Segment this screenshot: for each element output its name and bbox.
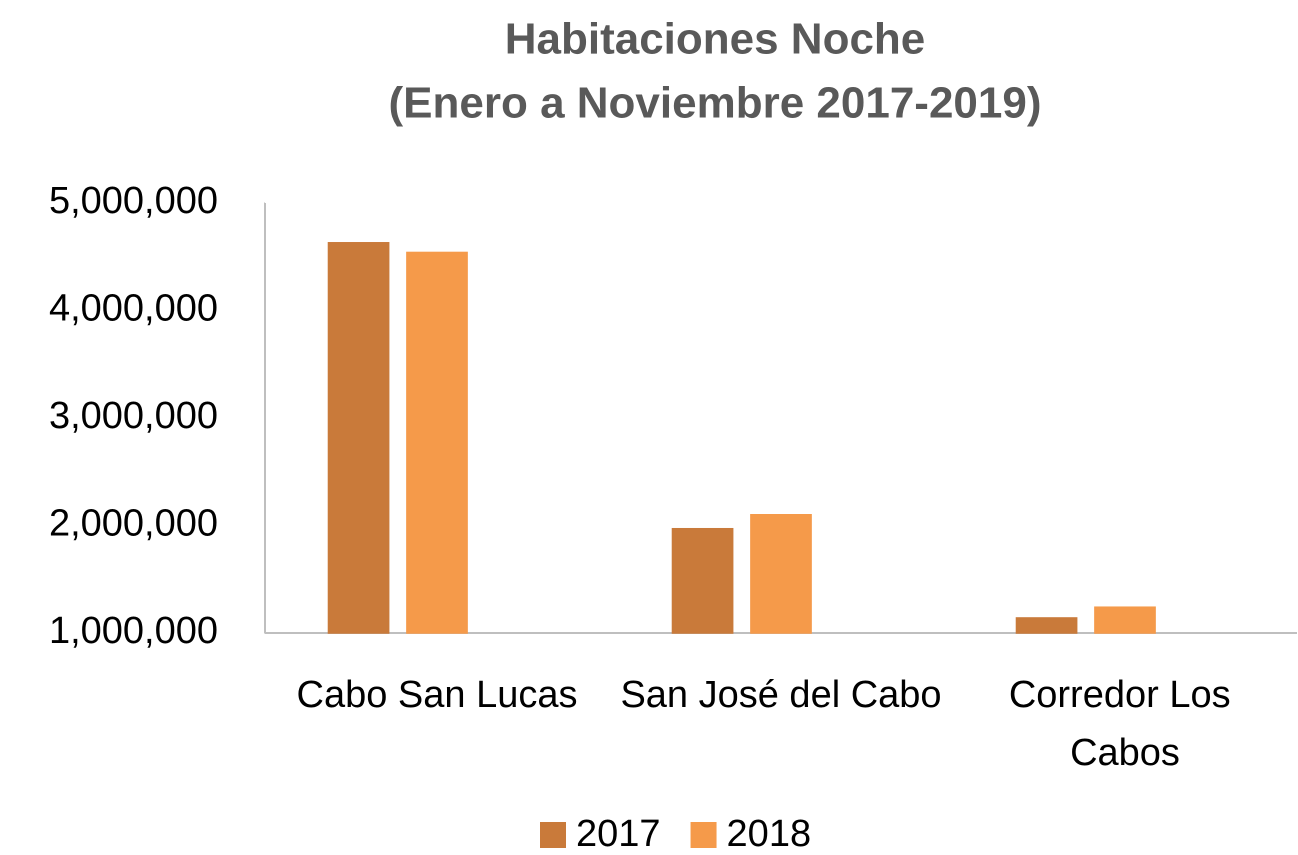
bar <box>1015 617 1078 634</box>
y-tick-label: 2,000,000 <box>49 503 218 545</box>
bar <box>406 251 468 634</box>
bar <box>750 514 812 634</box>
x-tick-label: San José del Cabo <box>620 674 941 716</box>
legend-swatch <box>540 822 566 848</box>
y-tick-label: 1,000,000 <box>49 610 218 652</box>
x-tick-label: Cabo San Lucas <box>297 674 578 716</box>
y-tick-label: 5,000,000 <box>49 180 218 222</box>
y-tick-label: 3,000,000 <box>49 395 218 437</box>
chart-title: Habitaciones Noche <box>505 15 926 64</box>
x-tick-label: Corredor Los Cabos <box>1009 674 1241 774</box>
legend-label: 2018 <box>727 813 812 855</box>
y-tick-label: 4,000,000 <box>49 288 218 330</box>
bar <box>1094 606 1156 634</box>
bar <box>327 242 390 634</box>
legend-label: 2017 <box>576 813 661 855</box>
chart-subtitle: (Enero a Noviembre 2017-2019) <box>389 79 1042 128</box>
bar <box>671 527 734 634</box>
legend-swatch <box>690 822 717 848</box>
